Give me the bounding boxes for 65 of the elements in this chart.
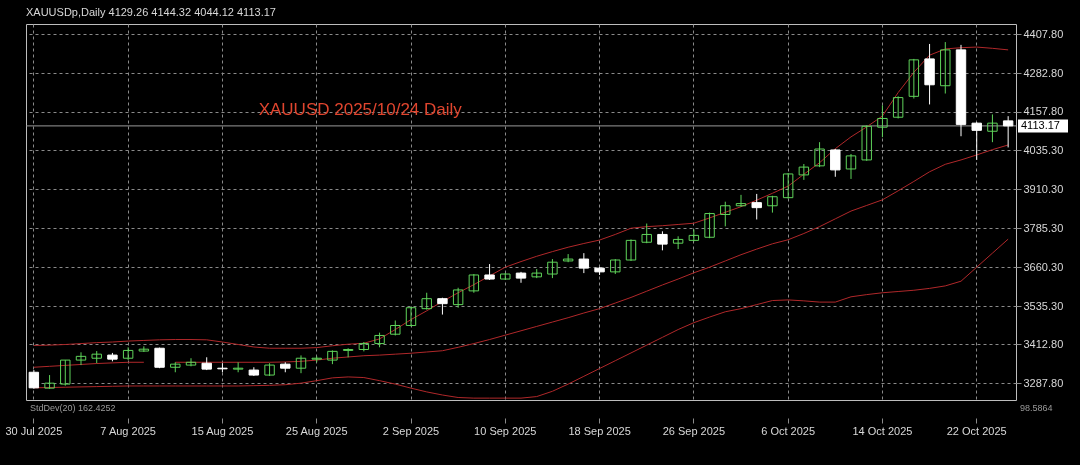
candlestick xyxy=(28,369,40,390)
text: StdDev(20) 162.4252 xyxy=(30,403,116,413)
candlestick xyxy=(122,346,134,361)
y-tick-label: 3535.30 xyxy=(1023,299,1064,312)
candlestick xyxy=(578,252,590,274)
x-tick-label: 25 Aug 2025 xyxy=(285,424,348,437)
y-tick-label: 4157.80 xyxy=(1023,105,1064,118)
candlestick xyxy=(704,212,715,239)
candlestick xyxy=(940,41,951,95)
candlestick xyxy=(547,258,558,279)
y-tick-label: 3785.30 xyxy=(1023,221,1064,234)
candlestick xyxy=(987,113,998,143)
candlestick xyxy=(720,201,731,227)
x-tick-label: 15 Aug 2025 xyxy=(191,424,254,437)
x-tick-label: 10 Sep 2025 xyxy=(474,424,537,437)
candlestick xyxy=(782,172,794,200)
y-tick-label: 4282.80 xyxy=(1023,66,1064,79)
x-tick-label: 7 Aug 2025 xyxy=(100,424,156,437)
candlestick xyxy=(845,153,857,180)
candlestick xyxy=(75,351,87,366)
x-tick-label: 14 Oct 2025 xyxy=(852,424,913,437)
candlestick xyxy=(232,361,244,373)
candlestick xyxy=(971,121,982,161)
candlestick xyxy=(60,359,71,387)
ref-line-label: 4113.17 xyxy=(1021,118,1060,131)
candlestick xyxy=(295,354,307,374)
y-tick-label: 4035.30 xyxy=(1023,143,1064,156)
candlestick xyxy=(358,341,370,352)
x-tick-label: 6 Oct 2025 xyxy=(761,424,816,437)
candlestick xyxy=(641,223,652,244)
candlestick xyxy=(342,347,354,358)
candlestick xyxy=(625,238,637,262)
x-tick-label: 26 Sep 2025 xyxy=(662,424,726,437)
y-tick-label: 3660.30 xyxy=(1023,260,1064,273)
candlestick xyxy=(751,193,762,220)
y-tick-label: 4407.80 xyxy=(1023,27,1064,40)
candlestick xyxy=(892,95,904,119)
candlestick xyxy=(861,124,872,162)
chart-title: XAUUSDp,Daily 4129.26 4144.32 4044.12 4113.17 xyxy=(26,6,276,18)
candlestick xyxy=(405,306,417,327)
candlestick xyxy=(908,58,920,100)
text: 98.5864 xyxy=(1020,403,1053,413)
candlestick xyxy=(1002,115,1014,148)
candlestick xyxy=(562,253,574,263)
candlestick xyxy=(672,235,684,250)
candlestick xyxy=(452,287,464,309)
candlestick xyxy=(138,345,150,353)
y-tick-label: 3412.80 xyxy=(1023,337,1064,350)
x-tick-label: 2 Sep 2025 xyxy=(382,424,440,437)
y-tick-label: 3910.30 xyxy=(1023,182,1064,195)
y-tick-label: 3287.80 xyxy=(1023,376,1064,389)
candlestick xyxy=(657,230,668,251)
candlestick xyxy=(814,141,825,168)
x-tick-label: 18 Sep 2025 xyxy=(568,424,631,437)
candlestick xyxy=(468,273,480,294)
candlestick xyxy=(185,357,197,367)
line-series xyxy=(33,46,1009,349)
x-tick-label: 30 Jul 2025 xyxy=(5,424,63,437)
candlestick xyxy=(735,194,747,208)
x-tick-label: 22 Oct 2025 xyxy=(946,424,1007,437)
candlestick xyxy=(798,163,810,181)
candlestick xyxy=(877,104,888,138)
candlestick xyxy=(688,228,700,242)
candlestick xyxy=(830,148,841,178)
annotation: XAUUSD 2025/10/24 Daily xyxy=(258,100,463,120)
